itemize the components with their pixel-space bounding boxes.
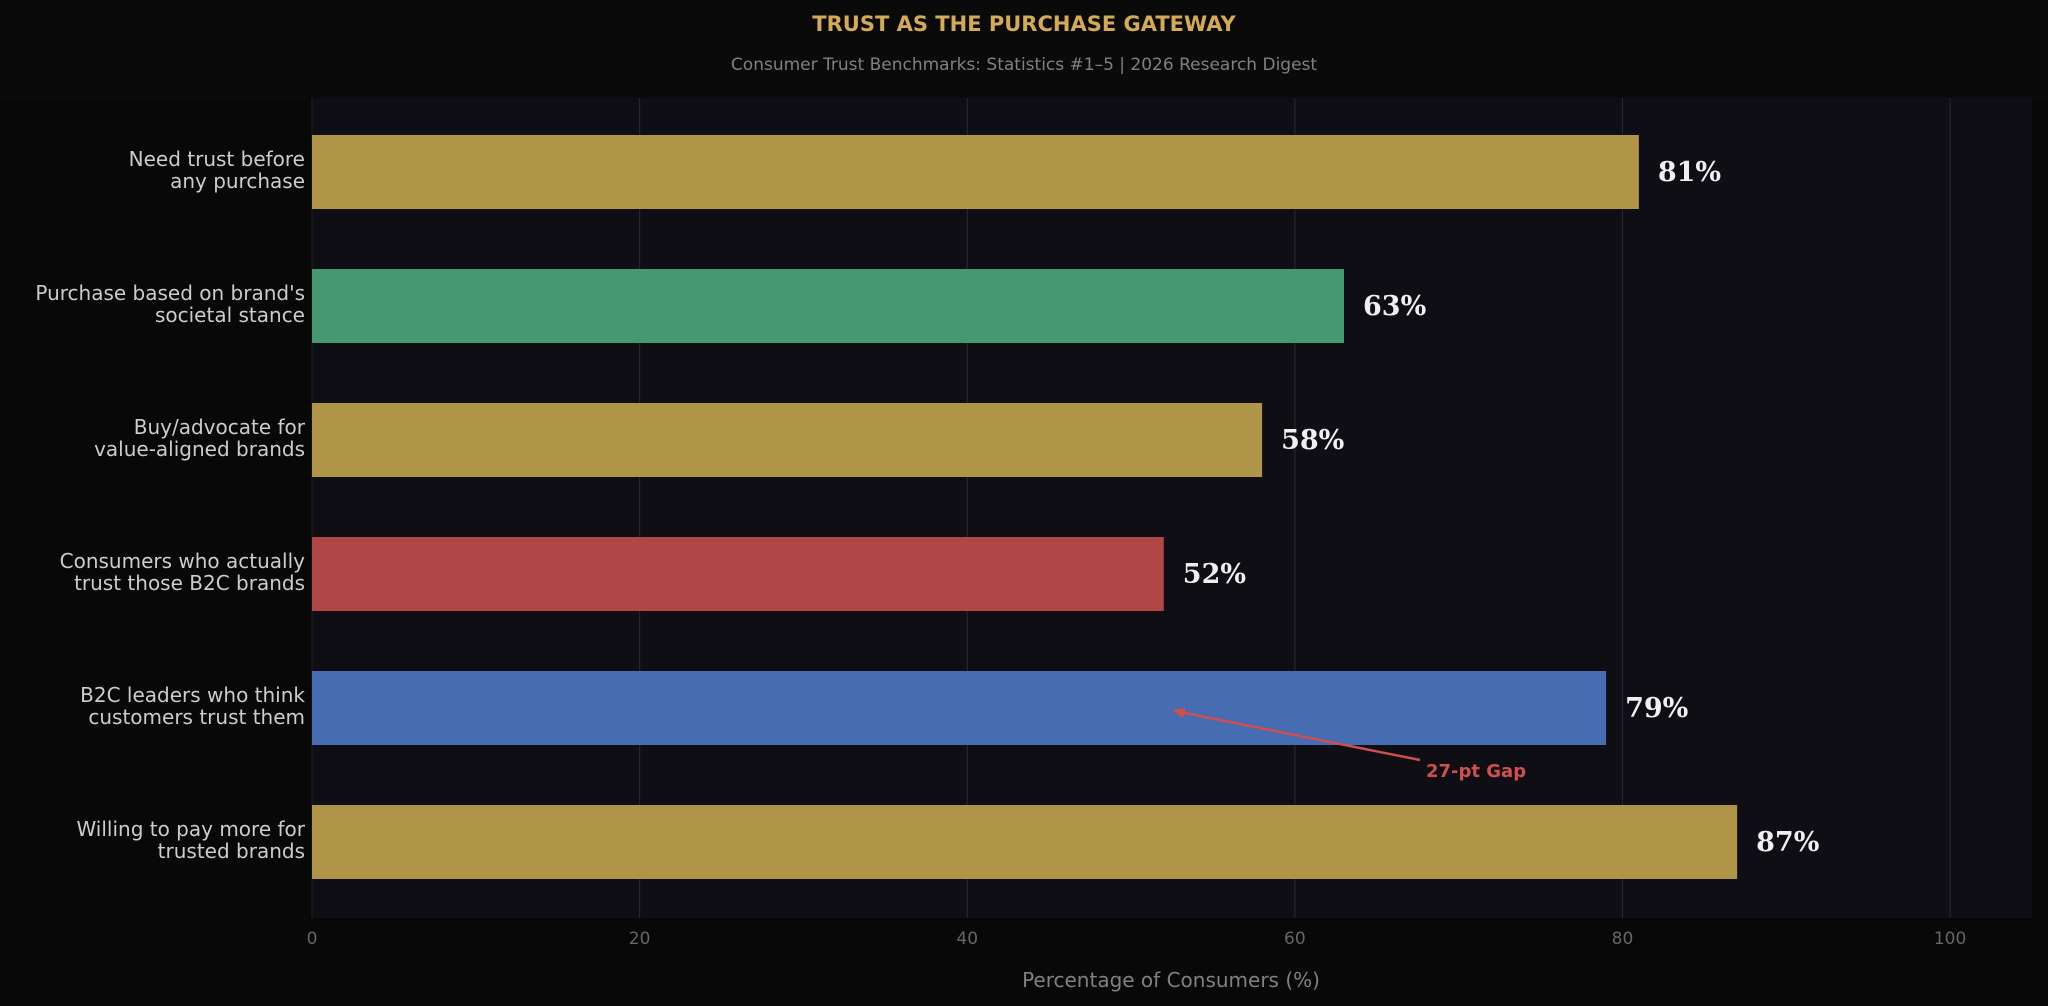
bar-4 [312,537,1164,611]
value-label: 81% [1658,157,1721,188]
chart-title: TRUST AS THE PURCHASE GATEWAY [812,12,1236,36]
annotation-arrowhead [1172,708,1186,718]
category-label: trusted brands [158,839,305,863]
category-label: Purchase based on brand's [35,281,305,305]
bar-6 [312,805,1738,879]
annotation-arrow [1179,710,1421,762]
value-label: 63% [1363,291,1426,322]
bar-1 [312,135,1639,209]
x-tick-label: 20 [629,929,651,949]
plot-area [312,98,2032,918]
x-tick-label: 60 [1284,929,1306,949]
value-label: 79% [1625,693,1688,724]
x-tick-label: 100 [1934,929,1966,949]
value-label: 58% [1281,425,1344,456]
category-label: societal stance [155,303,305,327]
value-label: 87% [1756,827,1819,858]
category-label: trust those B2C brands [74,571,305,595]
category-label: Buy/advocate for [134,415,306,439]
bar-5 [312,671,1607,745]
x-tick-label: 80 [1612,929,1634,949]
category-label: Consumers who actually [60,549,306,573]
category-label: B2C leaders who think [80,683,305,707]
category-label: customers trust them [88,705,305,729]
annotation-text: 27-pt Gap [1426,761,1526,782]
category-label: value-aligned brands [94,437,305,461]
category-label: Willing to pay more for [76,817,305,841]
x-tick-label: 40 [956,929,978,949]
chart-subtitle: Consumer Trust Benchmarks: Statistics #1… [731,55,1317,75]
category-label: any purchase [170,169,305,193]
value-label: 52% [1183,559,1246,590]
category-label: Need trust before [129,147,305,171]
x-axis-label: Percentage of Consumers (%) [1022,968,1320,992]
x-tick-label: 0 [307,929,318,949]
bar-2 [312,269,1344,343]
header-band [0,0,2048,98]
bar-3 [312,403,1263,477]
